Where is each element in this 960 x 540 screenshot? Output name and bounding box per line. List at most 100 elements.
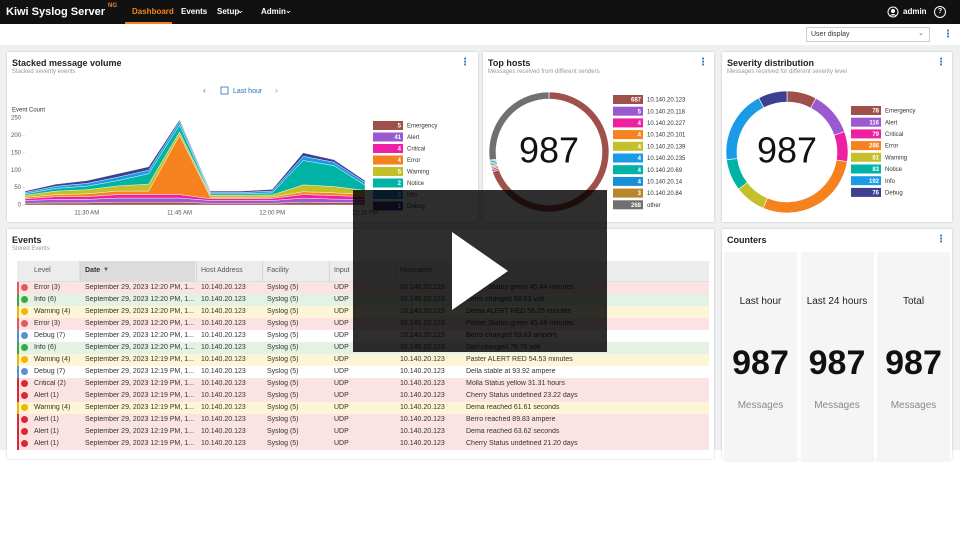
- table-cell: Debug (7): [34, 332, 66, 339]
- level-bar: [17, 282, 19, 294]
- table-cell: Molla Status yellow 31.31 hours: [466, 380, 565, 387]
- nav-tab[interactable]: Admin: [261, 7, 286, 16]
- panel-title: Top hosts: [488, 58, 531, 68]
- table-cell: UDP: [334, 308, 349, 315]
- level-icon: [21, 440, 28, 447]
- table-cell: Syslog (5): [267, 344, 299, 351]
- column-header[interactable]: Input: [334, 267, 350, 274]
- panel-menu[interactable]: ⋮: [698, 57, 708, 68]
- help-button[interactable]: ?: [934, 6, 946, 18]
- legend-label: Alert: [885, 120, 898, 126]
- level-bar: [17, 402, 19, 414]
- panel-menu[interactable]: ⋮: [936, 57, 946, 68]
- legend-swatch: [373, 121, 403, 130]
- table-cell: UDP: [334, 392, 349, 399]
- legend-value: 4: [638, 168, 642, 174]
- legend-value: 2: [398, 181, 402, 187]
- y-tick-label: 200: [11, 133, 22, 139]
- table-cell: Syslog (5): [267, 416, 299, 423]
- level-icon: [21, 320, 28, 327]
- nav-tab[interactable]: Setup: [217, 7, 240, 16]
- table-cell: September 29, 2023 12:19 PM, 1...: [85, 392, 194, 399]
- level-icon: [21, 428, 28, 435]
- column-header[interactable]: Facility: [267, 267, 289, 274]
- nav-tab[interactable]: Dashboard: [132, 7, 174, 16]
- legend-label: Notice: [885, 167, 903, 173]
- counters-panel: Counters ⋮ Last hour 987 Messages Last 24 h…: [722, 229, 952, 462]
- level-bar: [17, 318, 19, 330]
- level-bar: [17, 342, 19, 354]
- level-icon: [21, 308, 28, 315]
- table-cell: Syslog (5): [267, 320, 299, 327]
- video-overlay[interactable]: [353, 190, 607, 352]
- legend-label: Error: [885, 144, 898, 150]
- table-cell: Alert (1): [34, 440, 59, 447]
- table-cell: UDP: [334, 416, 349, 423]
- display-select[interactable]: User display ⌄: [806, 27, 930, 42]
- legend-label: Warning: [885, 155, 907, 161]
- table-cell: 10.140.20.123: [201, 356, 246, 363]
- nav-tab[interactable]: Events: [181, 7, 208, 16]
- table-row[interactable]: Alert (1) September 29, 2023 12:19 PM, 1.…: [17, 390, 709, 403]
- donut-segment: [758, 90, 788, 109]
- level-icon: [21, 296, 28, 303]
- donut-total: 987: [757, 130, 817, 171]
- table-cell: 10.140.20.123: [201, 308, 246, 315]
- x-tick-label: 11:45 AM: [167, 211, 192, 217]
- table-cell: 10.140.20.123: [201, 404, 246, 411]
- counter-label: Total: [902, 296, 925, 307]
- legend-value: 286: [869, 144, 880, 150]
- play-icon: [452, 232, 508, 310]
- table-row[interactable]: Warning (4) September 29, 2023 12:19 PM, …: [17, 354, 709, 367]
- legend-swatch: [613, 118, 643, 128]
- toolbar-menu[interactable]: ⋮: [943, 29, 953, 40]
- y-tick-label: 0: [18, 203, 22, 209]
- table-cell: Della stable at 93.92 ampere: [466, 368, 556, 375]
- table-cell: Alert (1): [34, 428, 59, 435]
- column-header[interactable]: Level: [34, 267, 51, 274]
- table-cell: Syslog (5): [267, 440, 299, 447]
- tab-underline: [125, 22, 172, 24]
- table-cell: 10.140.20.123: [201, 344, 246, 351]
- column-header[interactable]: Date: [85, 267, 101, 274]
- legend-value: 5: [638, 109, 642, 115]
- table-cell: 10.140.20.123: [201, 320, 246, 327]
- user-icon[interactable]: [887, 6, 899, 18]
- panel-menu[interactable]: ⋮: [936, 234, 946, 245]
- table-row[interactable]: Alert (1) September 29, 2023 12:19 PM, 1.…: [17, 438, 709, 451]
- level-bar: [17, 330, 19, 342]
- table-row[interactable]: Critical (2) September 29, 2023 12:19 PM,…: [17, 378, 709, 391]
- table-cell: 10.140.20.123: [201, 440, 246, 447]
- legend-swatch: [613, 106, 643, 116]
- legend-swatch: [851, 164, 881, 174]
- panel-title: Counters: [727, 235, 767, 245]
- charts-layer: Last hour ‹ › Event Count 0 50 100 150 200 250 11:…: [11, 86, 915, 217]
- legend-swatch: [613, 176, 643, 186]
- legend-label: Error: [407, 158, 420, 164]
- legend-swatch: [851, 187, 881, 197]
- user-name[interactable]: admin: [903, 7, 927, 16]
- sort-arrow: ▼: [103, 267, 109, 273]
- table-cell: September 29, 2023 12:20 PM, 1...: [85, 344, 194, 351]
- donut-segment: [833, 131, 849, 163]
- legend-label: Emergency: [885, 109, 915, 115]
- table-cell: 10.140.20.123: [400, 356, 445, 363]
- legend-value: 116: [869, 120, 879, 126]
- table-row[interactable]: Debug (7) September 29, 2023 12:19 PM, 1.…: [17, 366, 709, 379]
- column-header[interactable]: Host Address: [201, 267, 243, 274]
- panel-menu[interactable]: ⋮: [460, 57, 470, 68]
- table-cell: UDP: [334, 332, 349, 339]
- level-icon: [21, 380, 28, 387]
- table-cell: September 29, 2023 12:20 PM, 1...: [85, 332, 194, 339]
- brand-badge: NG: [108, 3, 117, 9]
- legend-swatch: [613, 200, 643, 210]
- counter-value: 987: [885, 344, 942, 382]
- table-cell: Syslog (5): [267, 380, 299, 387]
- legend-swatch: [373, 144, 403, 153]
- y-tick-label: 150: [11, 150, 22, 156]
- legend-swatch: [613, 130, 643, 140]
- table-cell: September 29, 2023 12:20 PM, 1...: [85, 284, 194, 291]
- donut-segment: [738, 182, 768, 209]
- column-divider: [80, 261, 81, 281]
